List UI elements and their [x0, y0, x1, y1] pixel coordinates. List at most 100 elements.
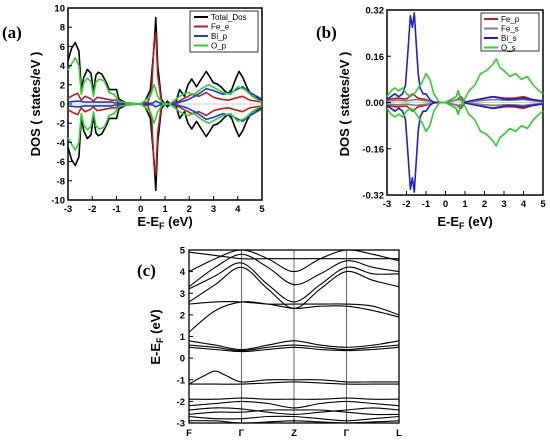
a-ytick-label: -8 — [57, 176, 65, 187]
b-ytick-label: -0.32 — [362, 191, 384, 202]
a-ytick-label: -2 — [57, 119, 65, 130]
b-xtick-label: -2 — [402, 199, 410, 210]
panel-b-x-ticks: -3 -2 -1 0 1 2 3 4 5 — [383, 191, 546, 210]
panel-c-band-12 — [188, 397, 400, 400]
panel-c-kpoint-label: L — [396, 428, 402, 439]
a-ytick-label: 10 — [54, 4, 65, 15]
a-series-3-up — [67, 57, 263, 105]
a-ytick-label: 0 — [60, 100, 65, 111]
b-legend-label: Bi_s — [501, 34, 517, 43]
panel-c-ytick-label: 2 — [180, 310, 185, 321]
a-ytick-label: -6 — [57, 157, 65, 168]
a-ytick-label: -4 — [57, 138, 66, 149]
a-series-0-down — [67, 103, 263, 192]
panel-c-band-6 — [188, 301, 400, 333]
panel-c-band-2 — [188, 253, 400, 288]
panel-c: (c) F Γ Z Γ L -3 -2 -1 0 1 2 3 4 5 E-EF (eV) — [137, 246, 402, 440]
a-series-0-up — [67, 16, 263, 105]
b-ytick-label: 0.16 — [366, 52, 385, 63]
panel-c-band-3 — [188, 262, 400, 303]
panel-c-ytick-label: -2 — [177, 397, 185, 408]
panel-b-series-group — [386, 12, 544, 193]
panel-b-legend: Fe_pFe_sBi_sO_s — [480, 12, 540, 53]
panel-c-ytick-label: 1 — [180, 332, 186, 343]
a-series-3-down — [67, 103, 263, 151]
panel-c-kpoint-label: Γ — [344, 428, 350, 439]
a-xtick-label: -3 — [64, 204, 72, 215]
panel-b-x-axis-title: E-EF (eV) — [437, 214, 492, 231]
a-legend-label: Total_Dos — [211, 13, 247, 22]
b-xtick-label: 1 — [462, 199, 468, 210]
panel-c-ytick-label: 5 — [180, 246, 186, 257]
panel-c-band-1 — [188, 249, 400, 273]
panel-c-band-0 — [188, 251, 399, 260]
b-ytick-label: 0.32 — [366, 6, 385, 17]
panel-c-ytick-label: 4 — [180, 267, 186, 278]
panel-a-letter: (a) — [2, 23, 22, 42]
a-xtick-label: 5 — [259, 204, 265, 215]
a-ytick-label: 8 — [60, 23, 65, 34]
b-legend-label: Fe_s — [501, 25, 519, 34]
a-ytick-label: 2 — [60, 80, 65, 91]
b-legend-label: Fe_p — [501, 15, 520, 24]
panel-c-band-14 — [188, 407, 400, 415]
b-xtick-label: -3 — [383, 199, 391, 210]
panel-c-ytick-label: 3 — [180, 289, 185, 300]
a-xtick-label: -2 — [88, 204, 96, 215]
panel-c-band-7 — [188, 340, 400, 351]
a-ytick-label: 6 — [60, 42, 65, 53]
b-ytick-label: -0.16 — [362, 144, 384, 155]
a-xtick-label: 2 — [187, 204, 192, 215]
panel-c-band-10 — [188, 370, 399, 385]
panel-b-y-ticks: -0.32 -0.16 0.00 0.16 0.32 — [362, 6, 391, 202]
panel-c-band-9 — [188, 346, 400, 353]
b-xtick-label: 0 — [443, 199, 448, 210]
b-ytick-label: 0.00 — [366, 98, 385, 109]
a-xtick-label: -1 — [112, 204, 121, 215]
b-xtick-label: 2 — [482, 199, 487, 210]
panel-b-y-axis-title: DOS ( states/eV ) — [337, 52, 352, 157]
b-xtick-label: 3 — [501, 199, 506, 210]
a-series-1-down — [67, 103, 263, 176]
a-xtick-label: 1 — [162, 204, 168, 215]
a-xtick-label: 0 — [138, 204, 143, 215]
panel-b-letter: (b) — [316, 23, 337, 42]
a-legend-label: O_p — [211, 42, 227, 51]
a-series-2-up — [67, 85, 263, 105]
panel-c-band-8 — [188, 344, 400, 352]
b-series-3-up — [386, 58, 544, 104]
panel-c-band-15 — [188, 409, 400, 416]
panel-c-ytick-label: -1 — [177, 375, 186, 386]
a-xtick-label: 3 — [211, 204, 216, 215]
a-legend-label: Fe_e — [211, 23, 230, 32]
panel-a-series-group — [67, 16, 263, 192]
b-series-2-down — [386, 101, 544, 193]
panel-a-y-axis-title: DOS ( states/eV ) — [28, 52, 43, 157]
panel-c-band-16 — [188, 415, 400, 422]
b-legend-label: O_s — [501, 44, 516, 53]
a-ytick-label: -10 — [51, 196, 65, 207]
a-series-2-down — [67, 103, 263, 123]
panel-c-kpoint-label: F — [186, 428, 192, 439]
b-series-3-down — [386, 101, 544, 147]
panel-a-x-ticks: -3 -2 -1 0 1 2 3 4 5 — [64, 196, 265, 215]
panel-a-y-ticks: -10 -8 -6 -4 -2 0 2 4 6 8 10 — [51, 4, 72, 207]
panel-c-bands-group — [188, 249, 400, 424]
panel-c-ytick-label: -3 — [177, 419, 185, 430]
panel-c-ytick-label: 0 — [180, 354, 185, 365]
panel-c-letter: (c) — [137, 261, 156, 280]
panel-c-kpoint-label: Γ — [239, 428, 245, 439]
panel-c-band-5 — [188, 301, 400, 316]
a-series-1-up — [67, 32, 263, 105]
b-xtick-label: 4 — [521, 199, 527, 210]
a-xtick-label: 4 — [235, 204, 241, 215]
b-xtick-label: 5 — [540, 199, 546, 210]
panel-c-kpoint-lines — [241, 250, 347, 423]
panel-c-kpoint-label: Z — [291, 428, 297, 439]
panel-c-band-11 — [188, 381, 399, 385]
panel-c-y-axis-title: E-EF (eV) — [148, 309, 165, 364]
